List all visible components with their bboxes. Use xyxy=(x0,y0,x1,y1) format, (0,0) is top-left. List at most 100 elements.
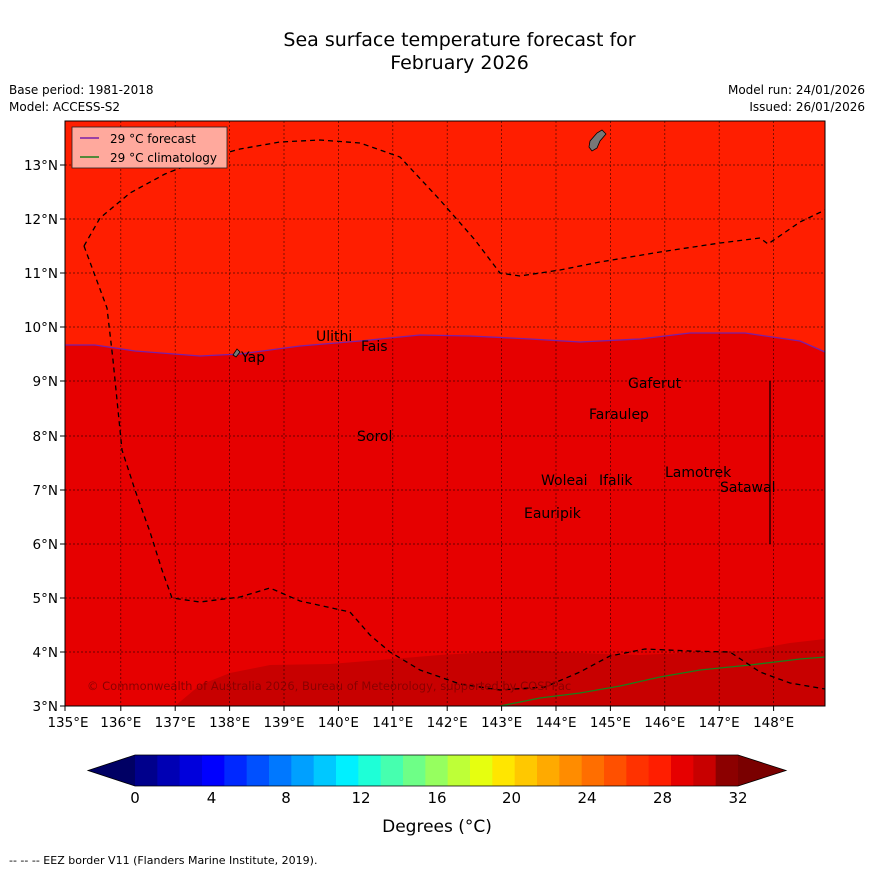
place-label-sorol: Sorol xyxy=(357,429,392,445)
lat-tick-9: 9°N xyxy=(33,374,58,390)
colorbar-bin xyxy=(246,755,270,786)
colorbar-bin xyxy=(671,755,694,786)
lat-tick-6: 6°N xyxy=(33,537,58,553)
lon-tick-143: 143°E xyxy=(481,715,522,731)
lat-tick-12: 12°N xyxy=(24,212,58,228)
colorbar-bin xyxy=(514,755,538,786)
lat-tick-7: 7°N xyxy=(33,483,58,499)
model-name: Model: ACCESS-S2 xyxy=(9,100,121,114)
guam-island xyxy=(588,129,607,152)
climatology-29c-contour xyxy=(499,656,825,706)
lon-tick-147: 147°E xyxy=(699,715,740,731)
forecast-29c-contour xyxy=(65,332,825,357)
colorbar-bin xyxy=(403,755,426,786)
map-legend: 29 °C forecast 29 °C climatology xyxy=(71,126,228,169)
colorbar-bin xyxy=(380,755,404,786)
colorbar-bin xyxy=(537,755,560,786)
eez-footnote: -- -- -- EEZ border V11 (Flanders Marine… xyxy=(9,854,318,867)
lat-tick-8: 8°N xyxy=(33,429,58,445)
colorbar-bin xyxy=(202,755,225,786)
chart-title-line2: February 2026 xyxy=(390,52,529,74)
colorbar-tick-8: 8 xyxy=(281,789,291,807)
legend-forecast-label: 29 °C forecast xyxy=(110,132,196,146)
lat-tick-5: 5°N xyxy=(33,591,58,607)
colorbar-bin xyxy=(626,755,650,786)
colorbar-ticks: 0 4 8 12 16 20 24 28 32 xyxy=(130,789,747,807)
place-label-satawal: Satawal xyxy=(720,480,775,496)
colorbar-tick-12: 12 xyxy=(351,789,370,807)
sst-band-28-29 xyxy=(65,333,825,706)
lon-tick-136: 136°E xyxy=(100,715,141,731)
place-label-gaferut: Gaferut xyxy=(628,376,682,392)
colorbar-bin xyxy=(425,755,449,786)
colorbar-bin xyxy=(313,755,337,786)
place-label-woleai: Woleai xyxy=(541,473,588,489)
colorbar-bin xyxy=(224,755,248,786)
lon-tick-141: 141°E xyxy=(372,715,413,731)
colorbar-tick-0: 0 xyxy=(130,789,140,807)
place-label-yap: Yap xyxy=(240,350,265,366)
colorbar-bin xyxy=(358,755,382,786)
colorbar-tick-24: 24 xyxy=(577,789,596,807)
chart-title-line1: Sea surface temperature forecast for xyxy=(283,29,636,51)
colorbar-over-arrow xyxy=(738,755,786,786)
colorbar-outline xyxy=(86,754,788,787)
eez-border-south xyxy=(83,245,825,691)
lat-tick-13: 13°N xyxy=(24,158,58,174)
colorbar-bin xyxy=(470,755,493,786)
colorbar-tick-16: 16 xyxy=(427,789,446,807)
lon-tick-139: 139°E xyxy=(263,715,304,731)
lat-tick-3: 3°N xyxy=(33,699,58,715)
colorbar-bin xyxy=(157,755,181,786)
colorbar-bin xyxy=(559,755,583,786)
colorbar-label: Degrees (°C) xyxy=(382,817,492,837)
lat-axis: 3°N 4°N 5°N 6°N 7°N 8°N 9°N 10°N 11°N 12… xyxy=(24,158,65,715)
lon-tick-138: 138°E xyxy=(209,715,250,731)
model-run: Model run: 24/01/2026 xyxy=(727,83,865,97)
colorbar-bin xyxy=(648,755,672,786)
lat-tick-4: 4°N xyxy=(33,645,58,661)
place-label-fais: Fais xyxy=(361,339,388,355)
place-label-ifalik: Ifalik xyxy=(599,473,633,489)
colorbar-bin xyxy=(135,755,158,786)
colorbar-tick-28: 28 xyxy=(653,789,672,807)
place-label-faraulep: Faraulep xyxy=(589,407,649,423)
map-frame xyxy=(64,120,826,707)
legend-climatology-label: 29 °C climatology xyxy=(110,151,217,165)
lon-axis: 135°E 136°E 137°E 138°E 139°E 140°E 141°… xyxy=(47,706,794,731)
colorbar-bin xyxy=(693,755,717,786)
lon-tick-137: 137°E xyxy=(155,715,196,731)
colorbar-tick-32: 32 xyxy=(728,789,747,807)
colorbar-tick-4: 4 xyxy=(207,789,217,807)
colorbar xyxy=(86,754,788,787)
graticule xyxy=(65,121,825,706)
lat-tick-11: 11°N xyxy=(24,266,58,282)
colorbar-under-arrow xyxy=(88,755,135,786)
colorbar-bin xyxy=(447,755,471,786)
lon-tick-146: 146°E xyxy=(644,715,685,731)
colorbar-tick-20: 20 xyxy=(502,789,521,807)
colorbar-bin xyxy=(581,755,605,786)
lon-tick-145: 145°E xyxy=(590,715,631,731)
lat-tick-10: 10°N xyxy=(24,320,58,336)
colorbar-bin xyxy=(269,755,292,786)
sst-band-27-28 xyxy=(175,639,825,706)
colorbar-bin xyxy=(291,755,315,786)
issued-date: Issued: 26/01/2026 xyxy=(749,100,865,114)
colorbar-bin xyxy=(179,755,203,786)
lon-tick-148: 148°E xyxy=(753,715,794,731)
yap-island xyxy=(232,348,241,358)
colorbar-bin xyxy=(604,755,627,786)
lon-tick-135: 135°E xyxy=(47,715,88,731)
legend-box xyxy=(71,126,228,169)
copyright-notice: © Commonwealth of Australia 2026, Bureau… xyxy=(87,679,571,693)
place-labels: Yap Ulithi Fais Gaferut Faraulep Sorol L… xyxy=(240,329,775,522)
base-period: Base period: 1981-2018 xyxy=(9,83,154,97)
lon-tick-140: 140°E xyxy=(318,715,359,731)
place-label-eauripik: Eauripik xyxy=(524,506,582,522)
lon-tick-142: 142°E xyxy=(427,715,468,731)
colorbar-bin xyxy=(492,755,516,786)
lon-tick-144: 144°E xyxy=(535,715,576,731)
colorbar-bin xyxy=(336,755,359,786)
